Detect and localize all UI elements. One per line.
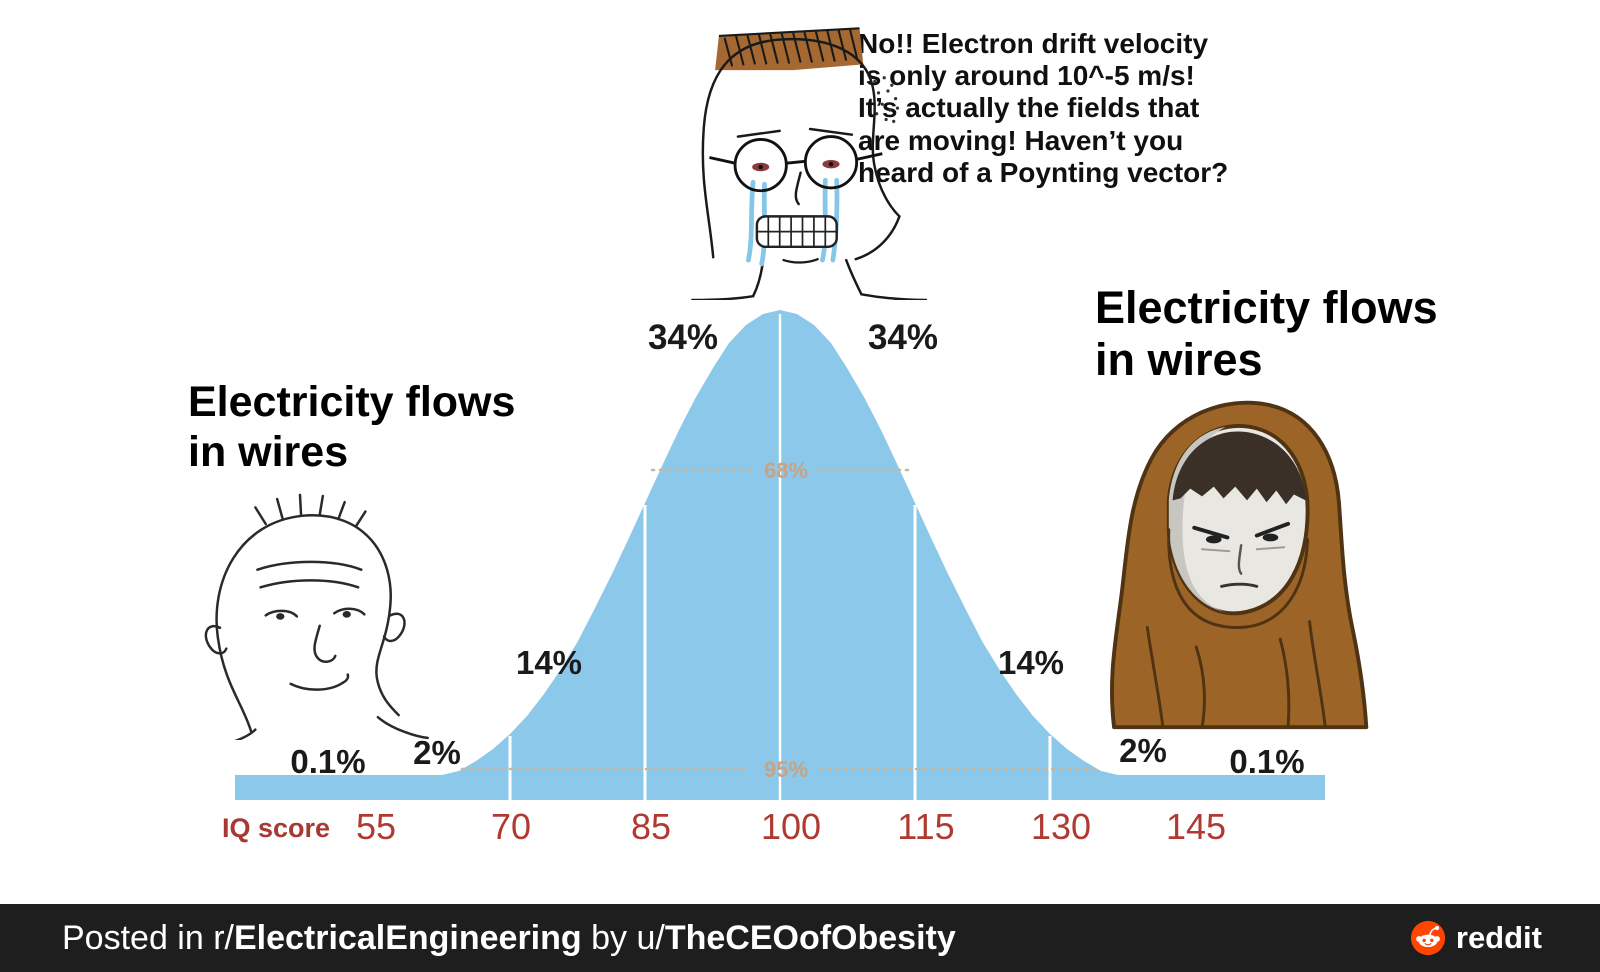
left-caption-line2: in wires — [188, 427, 349, 476]
x-tick-85: 85 — [630, 806, 672, 847]
segment-label-14-left: 14% — [515, 644, 583, 681]
x-tick-130: 130 — [1030, 806, 1092, 847]
crying-midwit-wojak — [691, 27, 928, 300]
x-tick-55: 55 — [355, 806, 397, 847]
coverage-label-95: 95% — [763, 757, 809, 782]
x-tick-115: 115 — [897, 806, 955, 847]
segment-label-01-right: 0.1% — [1229, 743, 1305, 780]
midwit-gritted-teeth — [755, 215, 838, 249]
by-prefix: by u/ — [581, 918, 665, 957]
sd-divider-lines — [508, 314, 1052, 800]
midwit-stubble-dots — [873, 76, 900, 124]
reddit-brand: reddit — [1409, 919, 1542, 957]
reddit-logo-icon — [1410, 920, 1445, 956]
segment-label-34-left: 34% — [647, 318, 719, 357]
right-caption-line1: Electricity flows — [1095, 282, 1438, 333]
coverage-dotted-lines — [460, 468, 1100, 771]
bell-curve-chart — [235, 310, 1325, 800]
right-caption: Electricity flows in wires — [1095, 282, 1438, 386]
post-attribution: Posted in r/ElectricalEngineering by u/T… — [62, 919, 956, 958]
segment-label-2-right: 2% — [1119, 732, 1167, 769]
left-caption-line1: Electricity flows — [188, 378, 516, 426]
speech-line-3: It’s actually the fields that — [858, 92, 1200, 124]
left-caption: Electricity flows in wires — [188, 378, 515, 478]
speech-line-4: are moving! Haven’t you — [858, 124, 1184, 156]
right-caption-line2: in wires — [1095, 334, 1263, 386]
doomer-face — [1192, 521, 1291, 588]
username: TheCEOofObesity — [664, 918, 956, 957]
segment-label-2-left: 2% — [413, 734, 461, 771]
x-tick-100: 100 — [760, 806, 822, 847]
segment-label-14-right: 14% — [997, 644, 1065, 681]
segment-label-01-left: 0.1% — [290, 743, 366, 780]
x-tick-145: 145 — [1165, 806, 1227, 847]
midwit-glasses — [709, 135, 883, 193]
hood-folds — [1145, 528, 1327, 729]
x-axis-title: IQ score — [222, 813, 331, 843]
reddit-wordmark: reddit — [1455, 920, 1542, 955]
doomer-hoodie-wojak — [1110, 400, 1369, 730]
hair-fringe — [1172, 431, 1306, 505]
speech-text: No!! Electron drift velocity is only aro… — [858, 28, 1228, 189]
brainlet-wojak — [204, 493, 429, 740]
segment-label-34-right: 34% — [867, 318, 939, 357]
x-tick-70: 70 — [490, 806, 532, 847]
speech-line-5: heard of a Poynting vector? — [858, 156, 1229, 188]
speech-line-2: is only around 10^-5 m/s! — [858, 60, 1195, 92]
midwit-hair-scribbles — [718, 27, 860, 67]
posted-prefix: Posted in r/ — [62, 918, 234, 957]
subreddit-name: ElectricalEngineering — [233, 918, 582, 957]
midwit-hair — [715, 28, 864, 71]
coverage-label-68: 68% — [763, 458, 809, 483]
speech-line-1: No!! Electron drift velocity — [858, 28, 1209, 59]
reddit-footer: Posted in r/ElectricalEngineering by u/T… — [0, 904, 1600, 972]
